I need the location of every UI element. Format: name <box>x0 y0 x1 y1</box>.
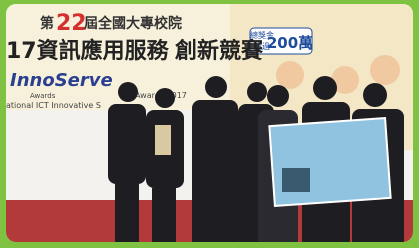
logo-sub: Awards <box>30 92 56 100</box>
head <box>267 85 289 107</box>
placard-device <box>282 168 310 192</box>
banner-text: 創新競賽 <box>175 38 264 64</box>
person <box>108 104 146 184</box>
placard <box>269 118 390 206</box>
head <box>155 88 175 108</box>
prize-amount: 200萬 <box>267 34 313 52</box>
certificate <box>155 125 171 155</box>
page: {"banner": {"line1_prefix": "第", "line1_… <box>0 0 419 248</box>
photo-content: 總獎金 超過 200萬 第 22 屆全國大專校院 17資訊應用服務 創新競賽 I… <box>0 0 419 248</box>
cartoon <box>276 61 304 89</box>
photo: 總獎金 超過 200萬 第 22 屆全國大專校院 17資訊應用服務 創新競賽 I… <box>0 0 419 248</box>
head <box>363 83 387 107</box>
head <box>313 76 337 100</box>
legs <box>115 184 139 244</box>
banner-text: 第 <box>40 15 54 32</box>
head <box>118 82 138 102</box>
banner-text: 屆全國大專校院 <box>84 15 182 32</box>
head <box>247 82 267 102</box>
banner-text: 22 <box>56 11 87 36</box>
legs <box>152 188 176 244</box>
logo: InnoServe <box>10 70 113 91</box>
cartoon <box>370 55 400 85</box>
logo-line: ational ICT Innovative S <box>6 101 101 110</box>
banner-text: 17資訊應用服務 <box>6 38 170 64</box>
head <box>205 76 227 98</box>
person <box>192 100 238 248</box>
